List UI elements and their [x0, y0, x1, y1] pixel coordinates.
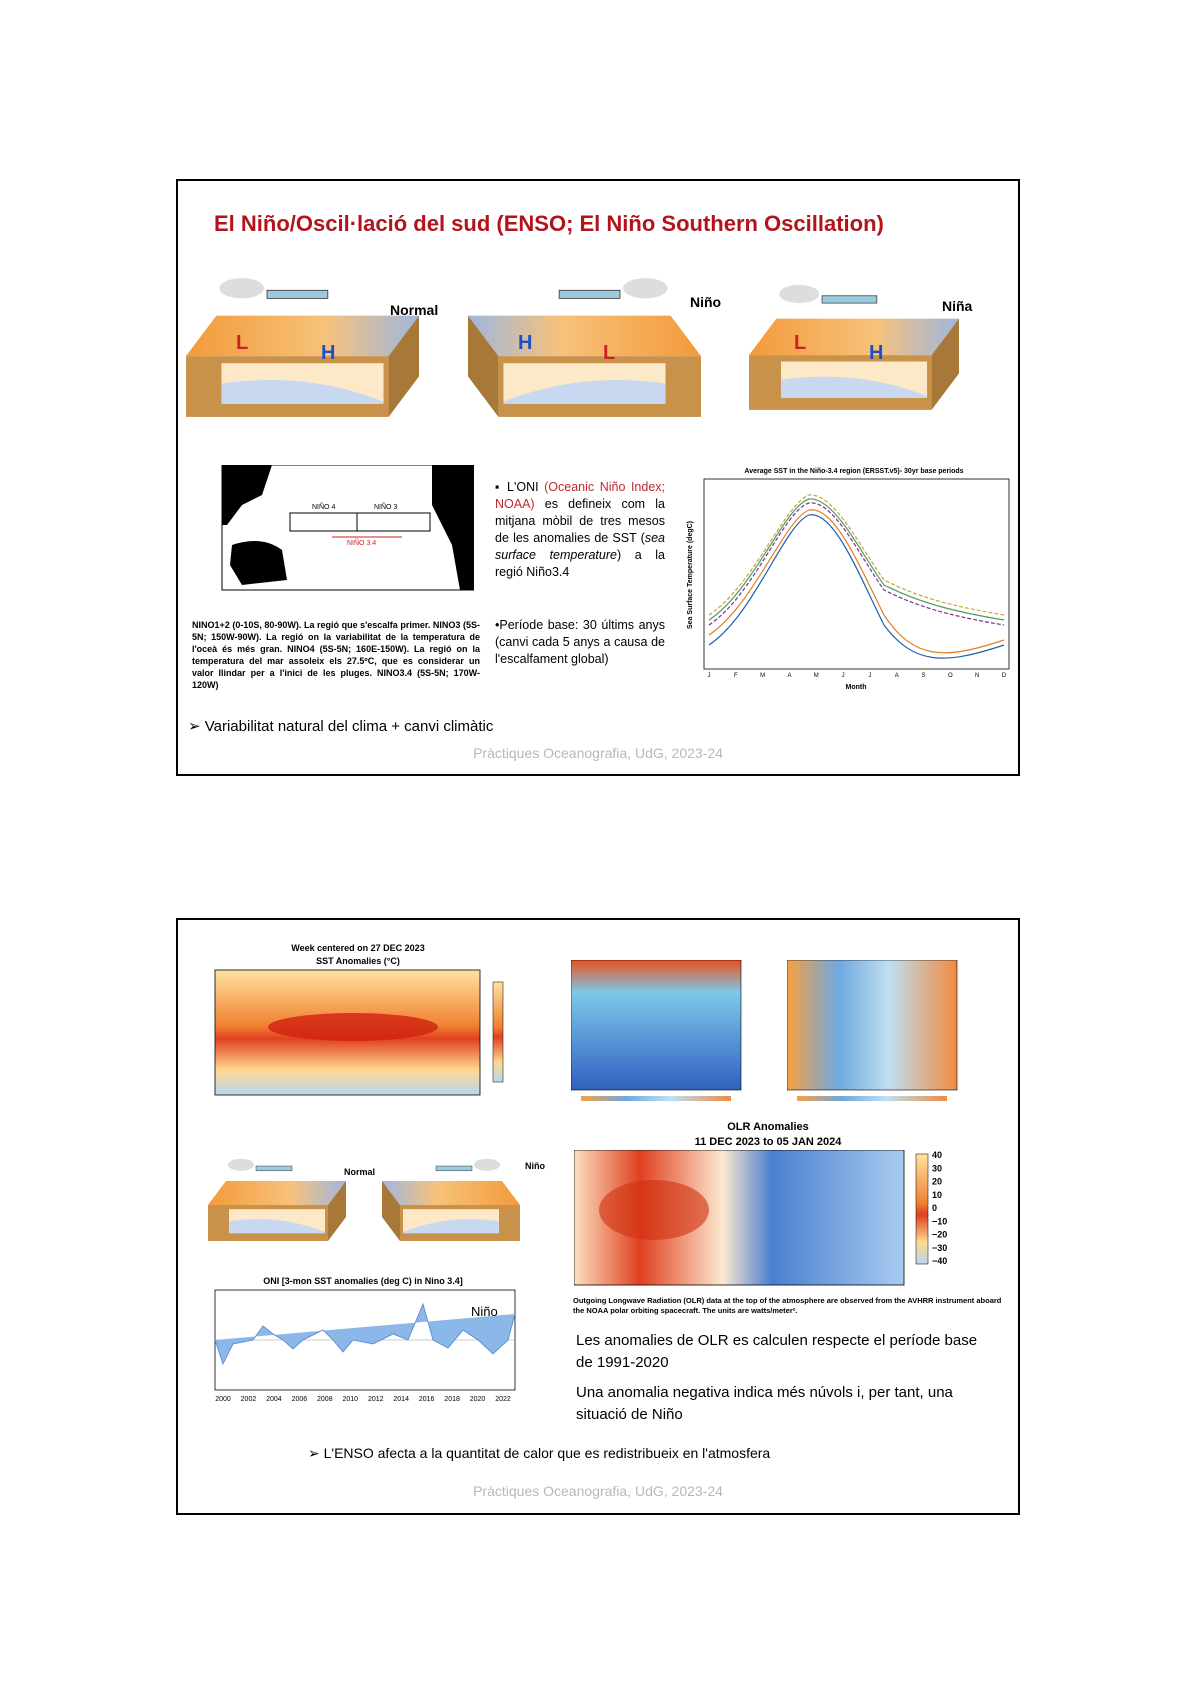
map-label: NIÑO 3	[374, 502, 397, 511]
month-label: D	[1002, 673, 1007, 679]
month-label: J	[842, 673, 845, 679]
text: ) a la regió Niño3.4	[495, 548, 666, 579]
svg-text:L: L	[236, 332, 248, 354]
year-label: 2010	[342, 1396, 358, 1403]
years: 2000 2002 2004 2006 2008 2010 2012 2014 2016 2018…	[215, 1396, 511, 1403]
x-label: Month	[846, 684, 867, 691]
conclusion: ➢ L'ENSO afecta a la quantitat de calor …	[308, 1445, 771, 1461]
paragraph: Una anomalia negativa indica més núvols …	[576, 1384, 953, 1423]
diagram-normal	[207, 1158, 347, 1242]
year-label: 2016	[419, 1396, 435, 1403]
nino-map: NIÑO 4 NIÑO 3 NIÑO 3.4	[221, 465, 474, 591]
chart-title: Average SST in the Niño-3.4 region (ERSS…	[744, 468, 963, 475]
base-text: •Període base: 30 últims anys (canvi cad…	[495, 618, 665, 666]
chart-label: Niño	[471, 1304, 498, 1319]
olr-title: OLR Anomalies	[727, 1121, 809, 1133]
footer: Pràctiques Oceanografia, UdG, 2023-24	[473, 1483, 723, 1499]
svg-text:H: H	[321, 342, 335, 364]
scale-label: 30	[932, 1163, 942, 1173]
olr-caption: Outgoing Longwave Radiation (OLR) data a…	[573, 1296, 1002, 1315]
svg-text:L: L	[794, 332, 806, 354]
year-label: 2002	[241, 1396, 257, 1403]
year-label: 2008	[317, 1396, 333, 1403]
diagram-label: Normal	[344, 1167, 376, 1177]
month-label: J	[708, 673, 711, 679]
month-label: M	[760, 673, 765, 679]
month-label: S	[922, 673, 926, 679]
text: es defineix com la mitjana mòbil de tres…	[495, 497, 665, 545]
scale-label: 10	[932, 1190, 942, 1200]
depth-plot	[571, 960, 742, 1101]
diagram-label: Niño	[525, 1161, 545, 1171]
map-label: NIÑO 4	[312, 502, 335, 511]
text: Variabilitat natural del clima + canvi c…	[204, 718, 494, 735]
sst-anomaly-map: Week centered on 27 DEC 2023 SST Anomali…	[214, 943, 504, 1096]
month-label: F	[734, 673, 738, 679]
year-label: 2020	[470, 1396, 486, 1403]
map-label: NIÑO 3.4	[347, 538, 376, 547]
footer: Pràctiques Oceanografia, UdG, 2023-24	[473, 745, 723, 761]
olr-header: OLR Anomalies 11 DEC 2023 to 05 JAN 2024	[568, 1120, 968, 1150]
scale-label: −40	[932, 1256, 947, 1266]
oni-chart: ONI [3-mon SST anomalies (deg C) in Nino…	[214, 1276, 516, 1403]
year-label: 2022	[495, 1396, 511, 1403]
depth-plot	[787, 960, 958, 1101]
scale-label: 20	[932, 1177, 942, 1187]
year-label: 2000	[215, 1396, 231, 1403]
year-label: 2018	[444, 1396, 460, 1403]
month-label: J	[868, 673, 871, 679]
svg-text:H: H	[869, 342, 883, 364]
year-label: 2012	[368, 1396, 384, 1403]
year-label: 2006	[292, 1396, 308, 1403]
month-label: A	[895, 673, 899, 679]
sst-chart: Average SST in the Niño-3.4 region (ERSS…	[687, 468, 1010, 691]
slide-title: El Niño/Oscil·lació del sud (ENSO; El Ni…	[214, 211, 884, 236]
diagram-nino	[381, 1158, 521, 1242]
map-title: Week centered on 27 DEC 2023	[291, 943, 424, 953]
scale-label: −10	[932, 1216, 947, 1226]
slide: El Niño/Oscil·lació del sud (ENSO; El Ni…	[176, 179, 1020, 776]
y-label: Sea Surface Temperature (degC)	[687, 521, 694, 629]
olr-map: 40 30 20 10 0 −10 −20 −30 −40	[574, 1150, 947, 1286]
map-subtitle: SST Anomalies (°C)	[316, 956, 400, 966]
map-caption: NINO1+2 (0-10S, 80-90W). La regió que s'…	[192, 620, 480, 690]
text: sea surface temperature	[495, 531, 665, 562]
month-label: M	[814, 673, 819, 679]
diagram-label: Niño	[690, 294, 722, 310]
scale-label: −20	[932, 1230, 947, 1240]
slide: Week centered on 27 DEC 2023 SST Anomali…	[176, 918, 1020, 1515]
olr-scale: 40 30 20 10 0 −10 −20 −30 −40	[932, 1150, 947, 1266]
svg-text:L: L	[603, 342, 615, 364]
oni-text: ▪ L'ONI (Oceanic Niño Index; NOAA) es de…	[495, 480, 666, 579]
scale-label: 40	[932, 1150, 942, 1160]
text: L'ENSO afecta a la quantitat de calor qu…	[323, 1445, 771, 1461]
diagram-label: Normal	[390, 302, 439, 318]
svg-text:H: H	[518, 332, 532, 354]
year-label: 2004	[266, 1396, 282, 1403]
text: (Oceanic Niño Index; NOAA)	[495, 480, 665, 511]
text: L'ONI	[507, 480, 545, 494]
month-label: A	[787, 673, 791, 679]
scale-label: −30	[932, 1243, 947, 1253]
olr-subtitle: 11 DEC 2023 to 05 JAN 2024	[694, 1136, 842, 1148]
year-label: 2014	[393, 1396, 409, 1403]
scale-label: 0	[932, 1203, 937, 1213]
paragraph: Les anomalies de OLR es calculen respect…	[576, 1332, 978, 1371]
conclusion: ➢ Variabilitat natural del clima + canvi…	[188, 718, 494, 735]
chart-title: ONI [3-mon SST anomalies (deg C) in Nino…	[263, 1276, 463, 1286]
diagram-label: Niña	[942, 298, 973, 314]
month-label: O	[948, 673, 953, 679]
month-label: N	[975, 673, 979, 679]
